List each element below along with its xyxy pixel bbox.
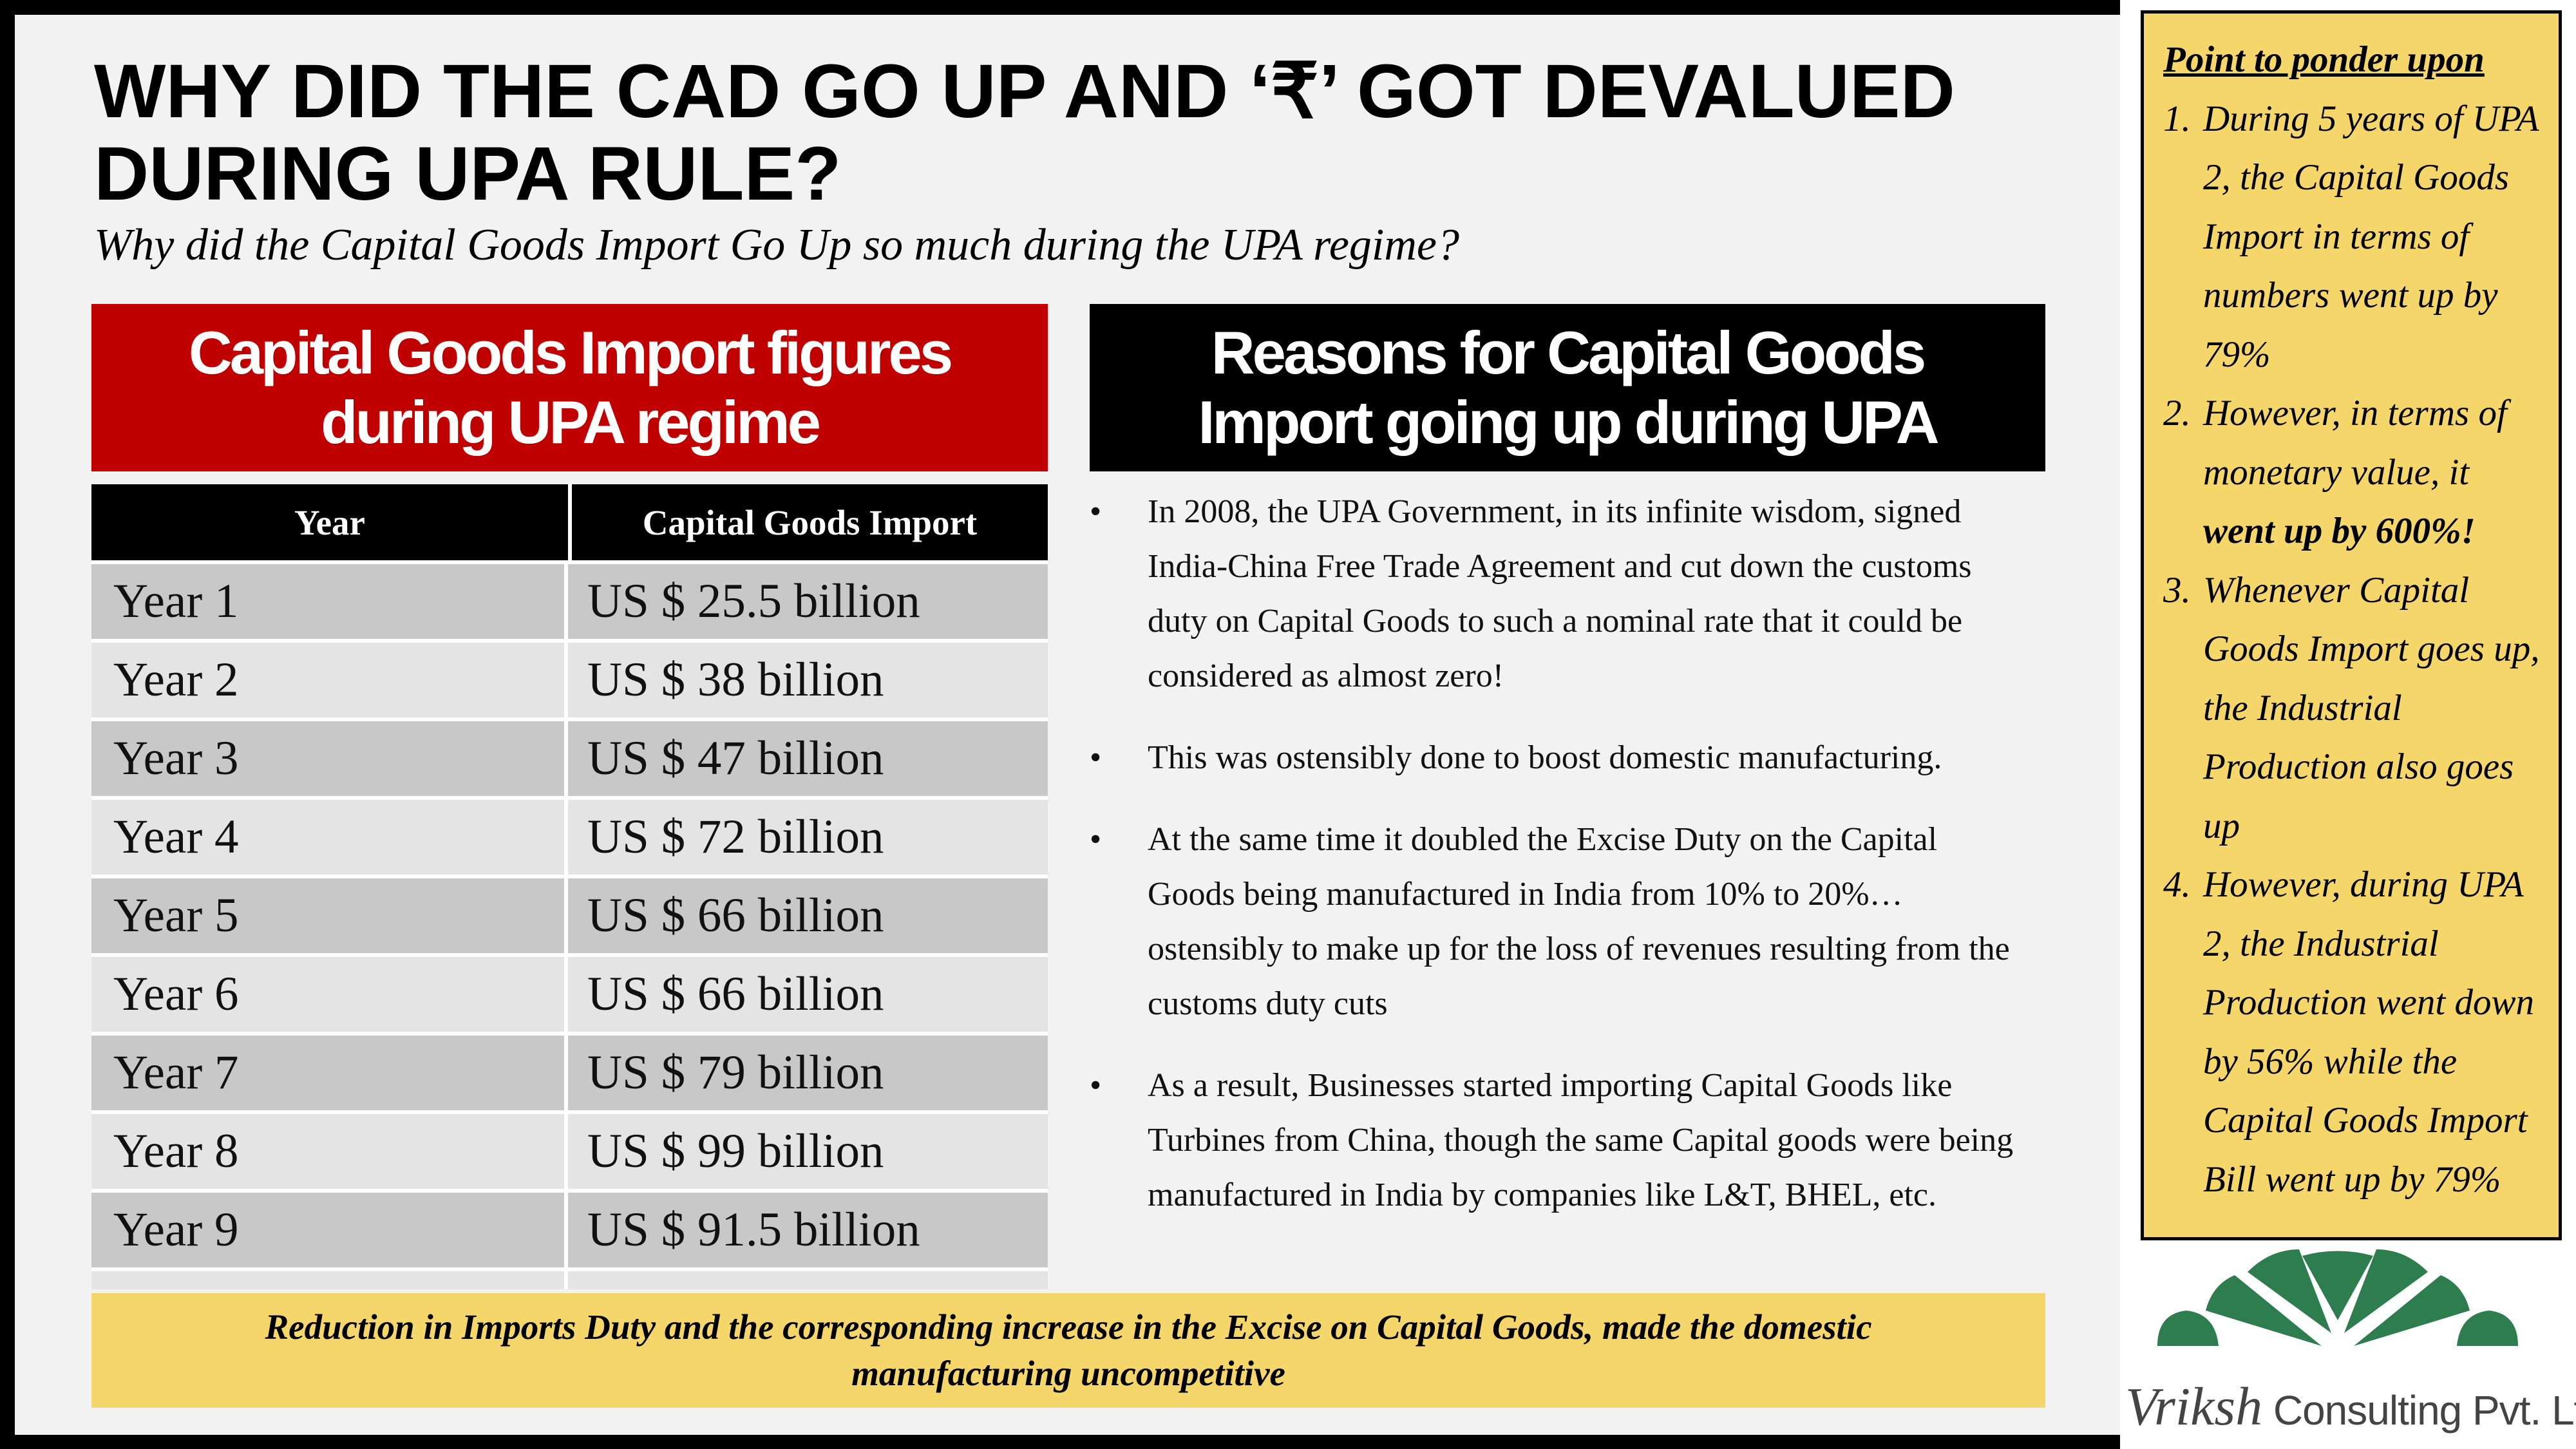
import-value-cell: US $ 99 billion: [587, 1124, 884, 1178]
year-cell: Year 1: [91, 564, 568, 639]
import-value-cell: US $ 91.5 billion: [587, 1203, 920, 1256]
bullet-icon: •: [1090, 821, 1102, 858]
import-value-cell: US $ 79 billion: [587, 1046, 884, 1099]
year-cell: Year 5: [91, 878, 568, 953]
import-value-cell: US $ 47 billion: [587, 732, 884, 785]
list-item: • In 2008, the UPA Government, in its inf…: [1090, 484, 2030, 703]
list-item: 1. During 5 years of UPA 2, the Capital G…: [2163, 90, 2542, 384]
list-item: • At the same time it doubled the Excise …: [1090, 812, 2030, 1031]
point-text: Whenever Capital Goods Import goes up, t…: [2203, 569, 2540, 846]
point-number: 1.: [2163, 98, 2191, 139]
year-cell: Year 9: [91, 1193, 568, 1267]
list-item: 4. However, during UPA 2, the Industrial …: [2163, 855, 2542, 1209]
ponder-box: Point to ponder upon 1. During 5 years of…: [2141, 10, 2562, 1240]
conclusion-banner: Reduction in Imports Duty and the corres…: [91, 1293, 2045, 1408]
table-row: Year 2 US $ 38 billion: [91, 639, 1048, 717]
table-row: Year 6 US $ 66 billion: [91, 953, 1048, 1032]
import-value-cell: US $ 38 billion: [587, 653, 884, 706]
year-cell: Year 3: [91, 721, 568, 796]
ponder-title: Point to ponder upon: [2163, 39, 2485, 80]
bottom-border: [0, 1435, 2120, 1449]
list-item: 2. However, in terms of monetary value, i…: [2163, 384, 2542, 561]
slide-title: WHY DID THE CAD GO UP AND ‘₹’ GOT DEVALU…: [94, 49, 1955, 216]
import-figures-header: Capital Goods Import figures during UPA …: [91, 304, 1048, 471]
year-cell: Year 2: [91, 643, 568, 717]
column-header-import: Capital Goods Import: [642, 502, 978, 542]
logo-suffix: Consulting Pvt. Ltd: [2262, 1387, 2576, 1434]
year-cell: Year 4: [91, 800, 568, 875]
reason-text: As a result, Businesses started importin…: [1148, 1067, 2014, 1213]
list-item: • As a result, Businesses started importi…: [1090, 1058, 2030, 1222]
table-row: Year 8 US $ 99 billion: [91, 1110, 1048, 1189]
year-cell: Year 7: [91, 1036, 568, 1110]
import-value-cell: US $ 72 billion: [587, 810, 884, 864]
import-figures-table: Year Capital Goods Import Year 1 US $ 25…: [91, 484, 1048, 1289]
column-header-year: Year: [91, 484, 572, 560]
table-row: Year 4 US $ 72 billion: [91, 796, 1048, 875]
point-text: During 5 years of UPA 2, the Capital Goo…: [2203, 98, 2539, 375]
slide-subtitle: Why did the Capital Goods Import Go Up s…: [94, 220, 1459, 270]
table-row: Year 1 US $ 25.5 billion: [91, 560, 1048, 639]
table-row-partial: [91, 1267, 1048, 1289]
bullet-icon: •: [1090, 739, 1102, 776]
point-number: 4.: [2163, 864, 2191, 905]
left-border: [0, 0, 15, 1449]
ponder-list: 1. During 5 years of UPA 2, the Capital G…: [2163, 90, 2542, 1209]
year-cell: Year 6: [91, 957, 568, 1032]
leaf-fan-icon: [2157, 1249, 2518, 1346]
reasons-header: Reasons for Capital Goods Import going u…: [1090, 304, 2045, 471]
year-cell: Year 8: [91, 1114, 568, 1189]
point-number: 2.: [2163, 393, 2191, 433]
top-border: [0, 0, 2120, 15]
point-number: 3.: [2163, 569, 2191, 611]
reason-text: At the same time it doubled the Excise D…: [1148, 821, 2010, 1022]
company-logo: Vriksh Consulting Pvt. Ltd: [2067, 1249, 2576, 1449]
import-value-cell-empty: [568, 1271, 1048, 1289]
import-value-cell: US $ 66 billion: [587, 889, 884, 942]
table-row: Year 9 US $ 91.5 billion: [91, 1189, 1048, 1267]
bullet-icon: •: [1090, 1067, 1102, 1104]
import-value-cell: US $ 66 billion: [587, 967, 884, 1021]
import-value-cell: US $ 25.5 billion: [587, 574, 920, 628]
logo-name: Vriksh: [2125, 1377, 2263, 1437]
year-cell-empty: [91, 1271, 568, 1289]
reason-text: In 2008, the UPA Government, in its infi…: [1148, 493, 1972, 694]
bullet-icon: •: [1090, 493, 1102, 530]
point-emphasis: went up by 600%!: [2203, 511, 2476, 551]
logo-wordmark: Vriksh Consulting Pvt. Ltd: [2125, 1376, 2576, 1438]
reasons-list: • In 2008, the UPA Government, in its inf…: [1090, 484, 2030, 1249]
table-row: Year 3 US $ 47 billion: [91, 717, 1048, 796]
list-item: • This was ostensibly done to boost domes…: [1090, 730, 2030, 785]
table-row: Year 5 US $ 66 billion: [91, 875, 1048, 953]
table-row: Year 7 US $ 79 billion: [91, 1032, 1048, 1110]
table-header-row: Year Capital Goods Import: [91, 484, 1048, 560]
reason-text: This was ostensibly done to boost domest…: [1148, 739, 1942, 776]
list-item: 3. Whenever Capital Goods Import goes up,…: [2163, 561, 2542, 856]
point-text: However, in terms of monetary value, it: [2203, 393, 2507, 493]
point-text: However, during UPA 2, the Industrial Pr…: [2203, 864, 2535, 1200]
